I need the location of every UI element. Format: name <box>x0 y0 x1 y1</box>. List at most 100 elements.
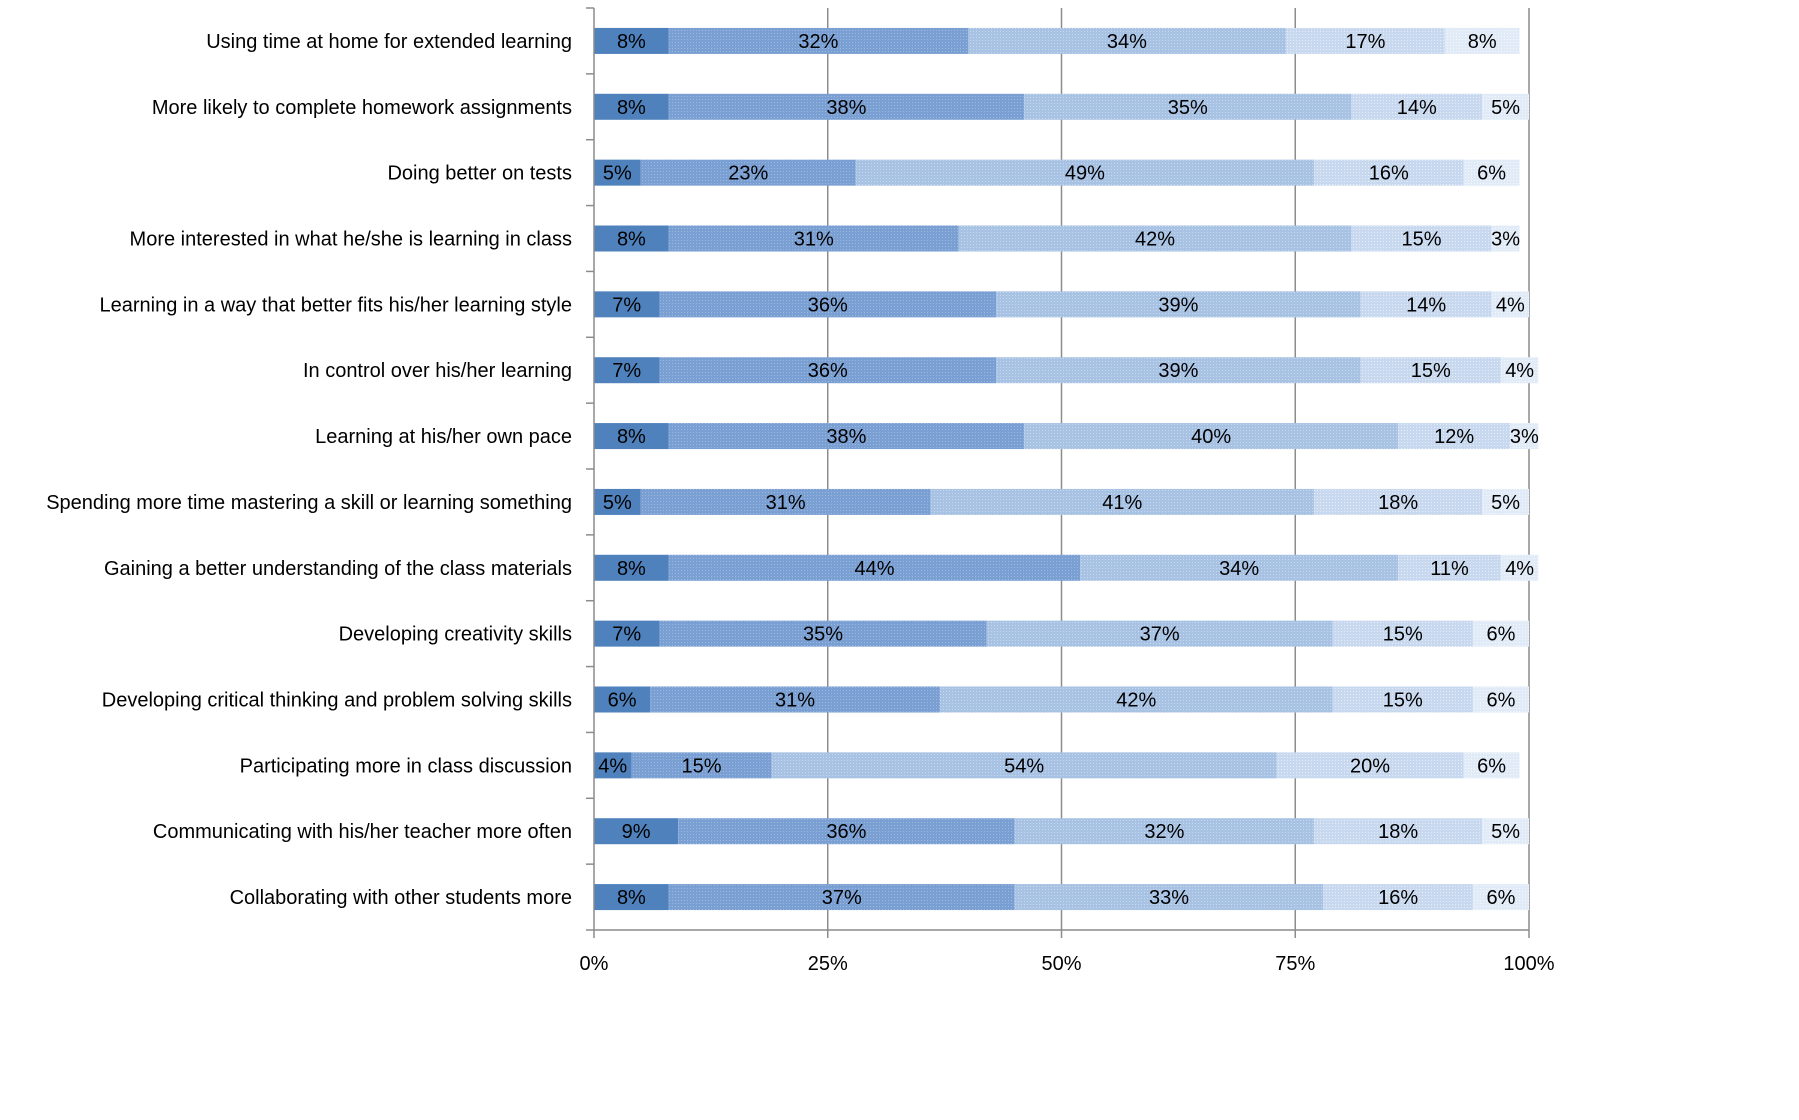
bar-segment-4 <box>1285 27 1445 54</box>
axes: 0% 25% 50% 75% 100% Using time at home for ex… <box>46 7 1555 975</box>
data-label: 31% <box>775 690 815 712</box>
bar-segment-3 <box>1024 423 1399 450</box>
bar-segment-5 <box>1491 291 1529 318</box>
data-label: 31% <box>766 492 806 514</box>
data-label: 34% <box>1219 558 1259 580</box>
bar-segment-2 <box>668 423 1025 450</box>
bar-segment-5 <box>1482 818 1529 845</box>
bar-segment-5 <box>1472 884 1529 911</box>
data-label: 37% <box>1140 624 1180 646</box>
data-label: 38% <box>826 97 866 119</box>
category-label: Gaining a better understanding of the cl… <box>104 558 572 580</box>
bar-segment-1 <box>594 554 669 581</box>
category-label: Communicating with his/her teacher more … <box>153 821 572 843</box>
bar-segment-4 <box>1276 752 1464 779</box>
bar-segment-2 <box>668 93 1025 120</box>
bar-segment-1 <box>594 357 660 384</box>
bar-segment-3 <box>968 27 1286 54</box>
data-label: 37% <box>822 887 862 909</box>
data-label: 5% <box>603 492 632 514</box>
data-label: 36% <box>808 360 848 382</box>
data-label: 5% <box>1491 492 1520 514</box>
data-label: 8% <box>1468 31 1497 53</box>
data-label: 42% <box>1135 229 1175 251</box>
bar-segment-1 <box>594 620 660 647</box>
bar-segment-2 <box>668 554 1081 581</box>
data-label: 36% <box>826 821 866 843</box>
category-label: Collaborating with other students more <box>230 887 572 909</box>
data-label: 5% <box>1491 821 1520 843</box>
bar-segment-2 <box>659 357 997 384</box>
bar-segment-2 <box>631 752 772 779</box>
bar-segment-1 <box>594 423 669 450</box>
bar-segment-4 <box>1332 620 1473 647</box>
data-label: 9% <box>622 821 651 843</box>
category-label: Using time at home for extended learning <box>206 31 572 53</box>
bar-segment-5 <box>1500 554 1539 581</box>
data-label: 4% <box>1505 360 1534 382</box>
data-label: 18% <box>1378 821 1418 843</box>
category-label: Spending more time mastering a skill or … <box>46 492 572 514</box>
bar-segment-1 <box>594 884 669 911</box>
data-label: 6% <box>1486 624 1515 646</box>
data-label: 11% <box>1430 558 1469 580</box>
data-label: 38% <box>826 426 866 448</box>
data-label: 15% <box>1401 229 1441 251</box>
data-label: 39% <box>1158 294 1198 316</box>
data-label: 40% <box>1191 426 1231 448</box>
data-label: 23% <box>728 163 768 185</box>
bars <box>594 27 1539 911</box>
data-label: 18% <box>1378 492 1418 514</box>
bar-segment-2 <box>659 620 987 647</box>
data-label: 14% <box>1397 97 1437 119</box>
data-label: 41% <box>1102 492 1142 514</box>
data-label: 3% <box>1510 426 1539 448</box>
gridlines <box>827 8 1530 930</box>
data-label: 16% <box>1369 163 1409 185</box>
data-label: 12% <box>1434 426 1474 448</box>
data-label: 31% <box>794 229 834 251</box>
bar-segment-2 <box>640 488 931 515</box>
x-tick-label: 75% <box>1275 953 1315 975</box>
data-label: 32% <box>1144 821 1184 843</box>
data-label: 49% <box>1065 163 1105 185</box>
category-label: More likely to complete homework assignm… <box>152 97 572 119</box>
data-label: 32% <box>798 31 838 53</box>
bar-segment-5 <box>1500 357 1539 384</box>
bar-segment-1 <box>594 93 669 120</box>
bar-segment-3 <box>958 225 1352 252</box>
x-tick-label: 25% <box>808 953 848 975</box>
bar-segment-5 <box>1472 620 1529 647</box>
data-label: 44% <box>854 558 894 580</box>
data-label: 35% <box>1168 97 1208 119</box>
data-label: 42% <box>1116 690 1156 712</box>
data-label: 33% <box>1149 887 1189 909</box>
bar-segment-2 <box>659 291 997 318</box>
category-label: Developing creativity skills <box>339 624 572 646</box>
data-label: 36% <box>808 294 848 316</box>
category-label: Doing better on tests <box>387 163 572 185</box>
bar-segment-3 <box>986 620 1333 647</box>
bar-segment-3 <box>1024 93 1352 120</box>
x-tick-label: 100% <box>1503 953 1554 975</box>
data-label: 6% <box>608 690 637 712</box>
x-tick-label: 50% <box>1041 953 1081 975</box>
bar-segment-2 <box>640 159 856 186</box>
data-label: 3% <box>1491 229 1520 251</box>
bar-segment-2 <box>668 27 968 54</box>
bar-segment-3 <box>771 752 1277 779</box>
data-label: 15% <box>682 755 722 777</box>
bar-segment-1 <box>594 291 660 318</box>
data-label: 8% <box>617 97 646 119</box>
bar-segment-2 <box>668 225 959 252</box>
bar-segment-3 <box>996 357 1361 384</box>
bar-segment-5 <box>1444 27 1520 54</box>
bar-segment-3 <box>855 159 1314 186</box>
bar-segment-3 <box>1014 818 1314 845</box>
data-label: 4% <box>598 755 627 777</box>
bar-segment-4 <box>1351 225 1492 252</box>
bar-segment-4 <box>1313 818 1483 845</box>
bar-segment-4 <box>1313 159 1464 186</box>
data-label: 8% <box>617 31 646 53</box>
bar-segment-5 <box>1491 225 1520 252</box>
